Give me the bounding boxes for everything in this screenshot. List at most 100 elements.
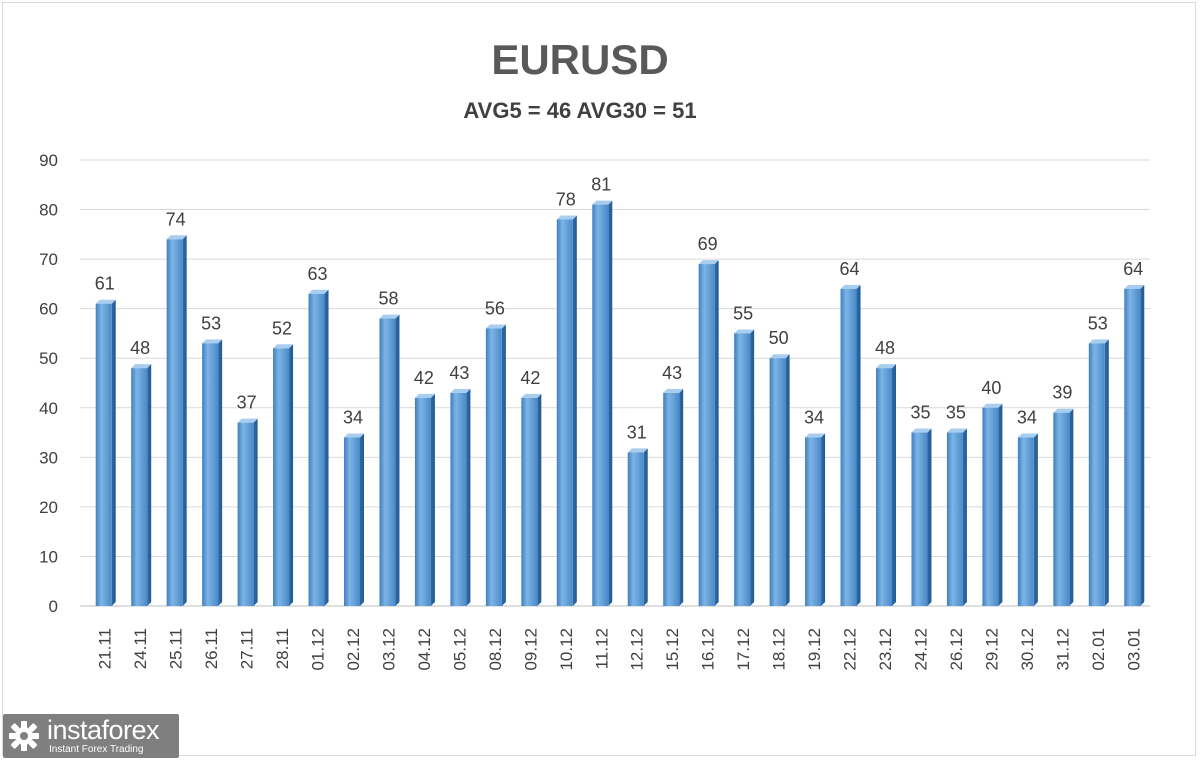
bar-side — [679, 388, 684, 606]
bar — [414, 397, 431, 606]
bar-top — [1124, 284, 1145, 289]
logo-name: instaforex — [47, 715, 160, 745]
x-tick-label: 23.12 — [876, 628, 895, 671]
bar-top — [627, 448, 648, 453]
bar-top — [308, 289, 329, 294]
data-label: 55 — [733, 303, 753, 323]
bar-top — [1053, 408, 1074, 413]
data-label: 40 — [981, 378, 1001, 398]
bar-top — [450, 388, 471, 393]
x-tick-label: 15.12 — [663, 628, 682, 671]
x-tick-label: 27.11 — [238, 628, 257, 669]
bar-top — [556, 215, 577, 220]
bar — [876, 368, 892, 606]
data-label: 48 — [875, 338, 895, 358]
bar-top — [379, 314, 400, 319]
x-tick-label: 24.11 — [131, 628, 150, 669]
data-label: 39 — [1052, 383, 1072, 403]
bar — [840, 288, 857, 606]
y-tick-label: 0 — [49, 597, 58, 616]
y-tick-label: 80 — [39, 201, 58, 220]
logo-tagline: Instant Forex Trading — [49, 744, 144, 755]
bar-side — [147, 364, 152, 606]
bar-top — [521, 393, 542, 398]
bar-top — [663, 388, 684, 393]
bar — [946, 432, 963, 606]
x-tick-label: 02.01 — [1089, 628, 1108, 671]
data-label: 35 — [946, 403, 966, 423]
y-tick-label: 60 — [39, 300, 58, 319]
bar — [698, 264, 715, 606]
bar-top — [273, 344, 294, 349]
bar-side — [537, 393, 542, 606]
bar-side — [430, 393, 435, 606]
bar-top — [202, 339, 223, 344]
bar — [237, 422, 254, 606]
data-label: 58 — [378, 289, 398, 309]
bar — [95, 303, 112, 606]
bar-side — [111, 299, 116, 606]
data-label: 43 — [449, 363, 469, 383]
x-tick-label: 16.12 — [699, 628, 718, 671]
x-tick-label: 02.12 — [344, 628, 363, 671]
bar-side — [1033, 433, 1038, 606]
bar-side — [395, 314, 400, 606]
y-tick-label: 50 — [39, 349, 58, 368]
data-label: 53 — [1088, 313, 1108, 333]
data-label: 69 — [698, 234, 718, 254]
bar-top — [876, 364, 896, 369]
chart-title: EURUSD — [491, 36, 669, 83]
x-tick-label: 24.12 — [911, 628, 930, 671]
bar-side — [289, 344, 294, 606]
data-label: 56 — [485, 298, 505, 318]
bar-top — [1088, 339, 1109, 344]
x-tick-label: 31.12 — [1053, 628, 1072, 671]
bar-side — [608, 200, 613, 606]
bar — [627, 452, 644, 606]
bar-side — [785, 354, 790, 606]
bar — [379, 318, 396, 606]
bar-side — [927, 428, 932, 606]
x-tick-label: 05.12 — [450, 628, 469, 671]
bar-top — [166, 235, 187, 240]
bar — [450, 392, 467, 606]
x-tick-label: 03.01 — [1124, 628, 1143, 671]
bar-side — [1069, 408, 1074, 606]
bar — [805, 437, 822, 606]
bar — [734, 333, 751, 606]
x-tick-label: 09.12 — [521, 628, 540, 671]
x-tick-label: 25.11 — [167, 628, 186, 669]
bar-top — [414, 393, 435, 398]
x-tick-label: 21.11 — [96, 628, 115, 669]
bar — [273, 348, 290, 606]
x-tick-label: 17.12 — [734, 628, 753, 671]
data-label: 52 — [272, 318, 292, 338]
x-tick-label: 12.12 — [628, 628, 647, 671]
data-label: 48 — [130, 338, 150, 358]
bar-side — [714, 260, 719, 606]
x-tick-label: 03.12 — [379, 628, 398, 671]
x-tick-label: 04.12 — [415, 628, 434, 671]
y-tick-label: 30 — [39, 448, 58, 467]
bar-top — [131, 364, 152, 369]
bar-top — [982, 403, 1003, 408]
y-tick-label: 40 — [39, 399, 58, 418]
data-label: 74 — [166, 209, 186, 229]
bar-side — [821, 433, 826, 606]
bar — [1124, 288, 1141, 606]
data-label: 50 — [769, 328, 789, 348]
data-label: 42 — [414, 368, 434, 388]
bar-side — [218, 339, 223, 606]
bar-top — [698, 260, 719, 265]
bar-top — [911, 428, 932, 433]
data-label: 78 — [556, 189, 576, 209]
bar — [131, 368, 148, 606]
bar-side — [501, 324, 506, 606]
bar-side — [324, 289, 329, 606]
x-tick-label: 30.12 — [1018, 628, 1037, 671]
bar-side — [466, 388, 471, 606]
bar — [1053, 412, 1070, 606]
bar-side — [1104, 339, 1109, 606]
chart-subtitle: AVG5 = 46 AVG30 = 51 — [463, 98, 697, 123]
